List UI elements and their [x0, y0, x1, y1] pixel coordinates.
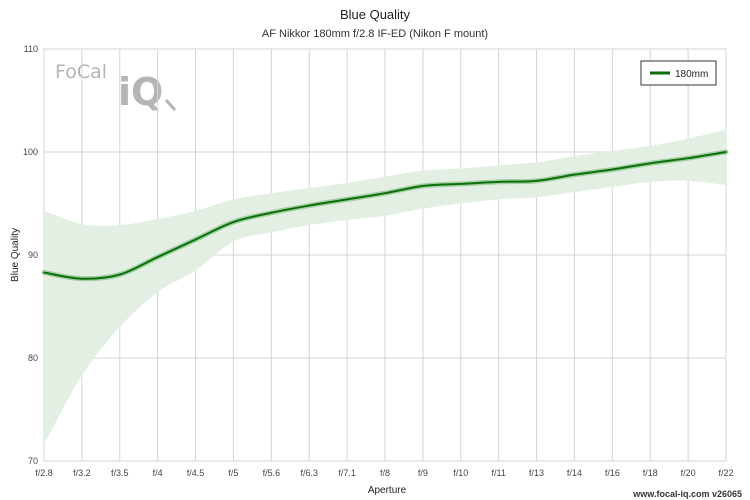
x-tick-label: f/2.8 [35, 468, 53, 478]
data-point [611, 168, 614, 171]
data-point [725, 151, 727, 153]
data-point [232, 221, 235, 223]
x-tick-label: f/7.1 [338, 468, 356, 478]
x-tick-label: f/5 [228, 468, 238, 478]
x-axis-label: Aperture [368, 485, 407, 496]
series-line-layer [41, 149, 729, 282]
x-tick-label: f/10 [453, 468, 468, 478]
x-tick-label: f/9 [418, 468, 428, 478]
data-point [573, 173, 576, 176]
x-tick-label: f/3.5 [111, 468, 129, 478]
x-tick-label: f/20 [681, 468, 696, 478]
data-point [81, 277, 83, 280]
x-tick-label: f/6.3 [300, 468, 318, 478]
x-tick-label: f/4.5 [187, 468, 205, 478]
x-tick-label: f/11 [491, 468, 505, 478]
chart-title: Blue Quality [340, 7, 411, 22]
data-point [156, 256, 159, 258]
logo-text-focal: FoCal [55, 61, 107, 83]
focal-iq-logo: FoCal iQ [55, 61, 177, 114]
confidence-band [44, 129, 726, 445]
data-point [649, 162, 652, 165]
legend-label: 180mm [675, 69, 708, 80]
x-tick-label: f/18 [643, 468, 658, 478]
x-tick-label: f/3.2 [73, 468, 91, 478]
y-tick-label: 90 [28, 250, 38, 260]
logo-text-iq: iQ [118, 70, 163, 114]
y-axis-label: Blue Quality [10, 228, 21, 282]
y-tick-label: 100 [23, 147, 38, 157]
x-tick-label: f/14 [567, 468, 582, 478]
x-tick-label: f/8 [380, 468, 390, 478]
data-point [497, 181, 500, 183]
confidence-band-layer [44, 129, 726, 445]
data-point [194, 238, 197, 241]
x-tick-label: f/5.6 [263, 468, 281, 478]
data-point [459, 183, 462, 185]
x-tick-label: f/16 [605, 468, 620, 478]
data-point [43, 271, 45, 274]
footer-text: www.focal-iq.com v26065 [632, 489, 742, 499]
data-point [535, 180, 538, 182]
data-point [270, 211, 273, 214]
data-point [308, 204, 311, 207]
data-point [384, 192, 386, 194]
x-tick-label: f/13 [529, 468, 544, 478]
data-point [687, 157, 689, 159]
legend: 180mm [640, 60, 717, 86]
y-tick-label: 70 [28, 456, 38, 466]
x-tick-labels: f/2.8 f/3.2 f/3.5 f/4 f/4.5 f/5 f/5.6 f/6.3 f/7.… [35, 468, 733, 478]
data-point [422, 185, 424, 187]
data-point [118, 273, 121, 276]
data-point [346, 198, 348, 201]
x-tick-label: f/22 [718, 468, 733, 478]
y-tick-label: 80 [28, 353, 38, 363]
chart-subtitle: AF Nikkor 180mm f/2.8 IF-ED (Nikon F mou… [262, 28, 488, 40]
x-tick-label: f/4 [153, 468, 163, 478]
y-tick-label: 110 [24, 44, 38, 54]
y-tick-labels: 70 80 90 100 110 [23, 44, 38, 466]
logo-magnifier-icon [164, 98, 177, 112]
